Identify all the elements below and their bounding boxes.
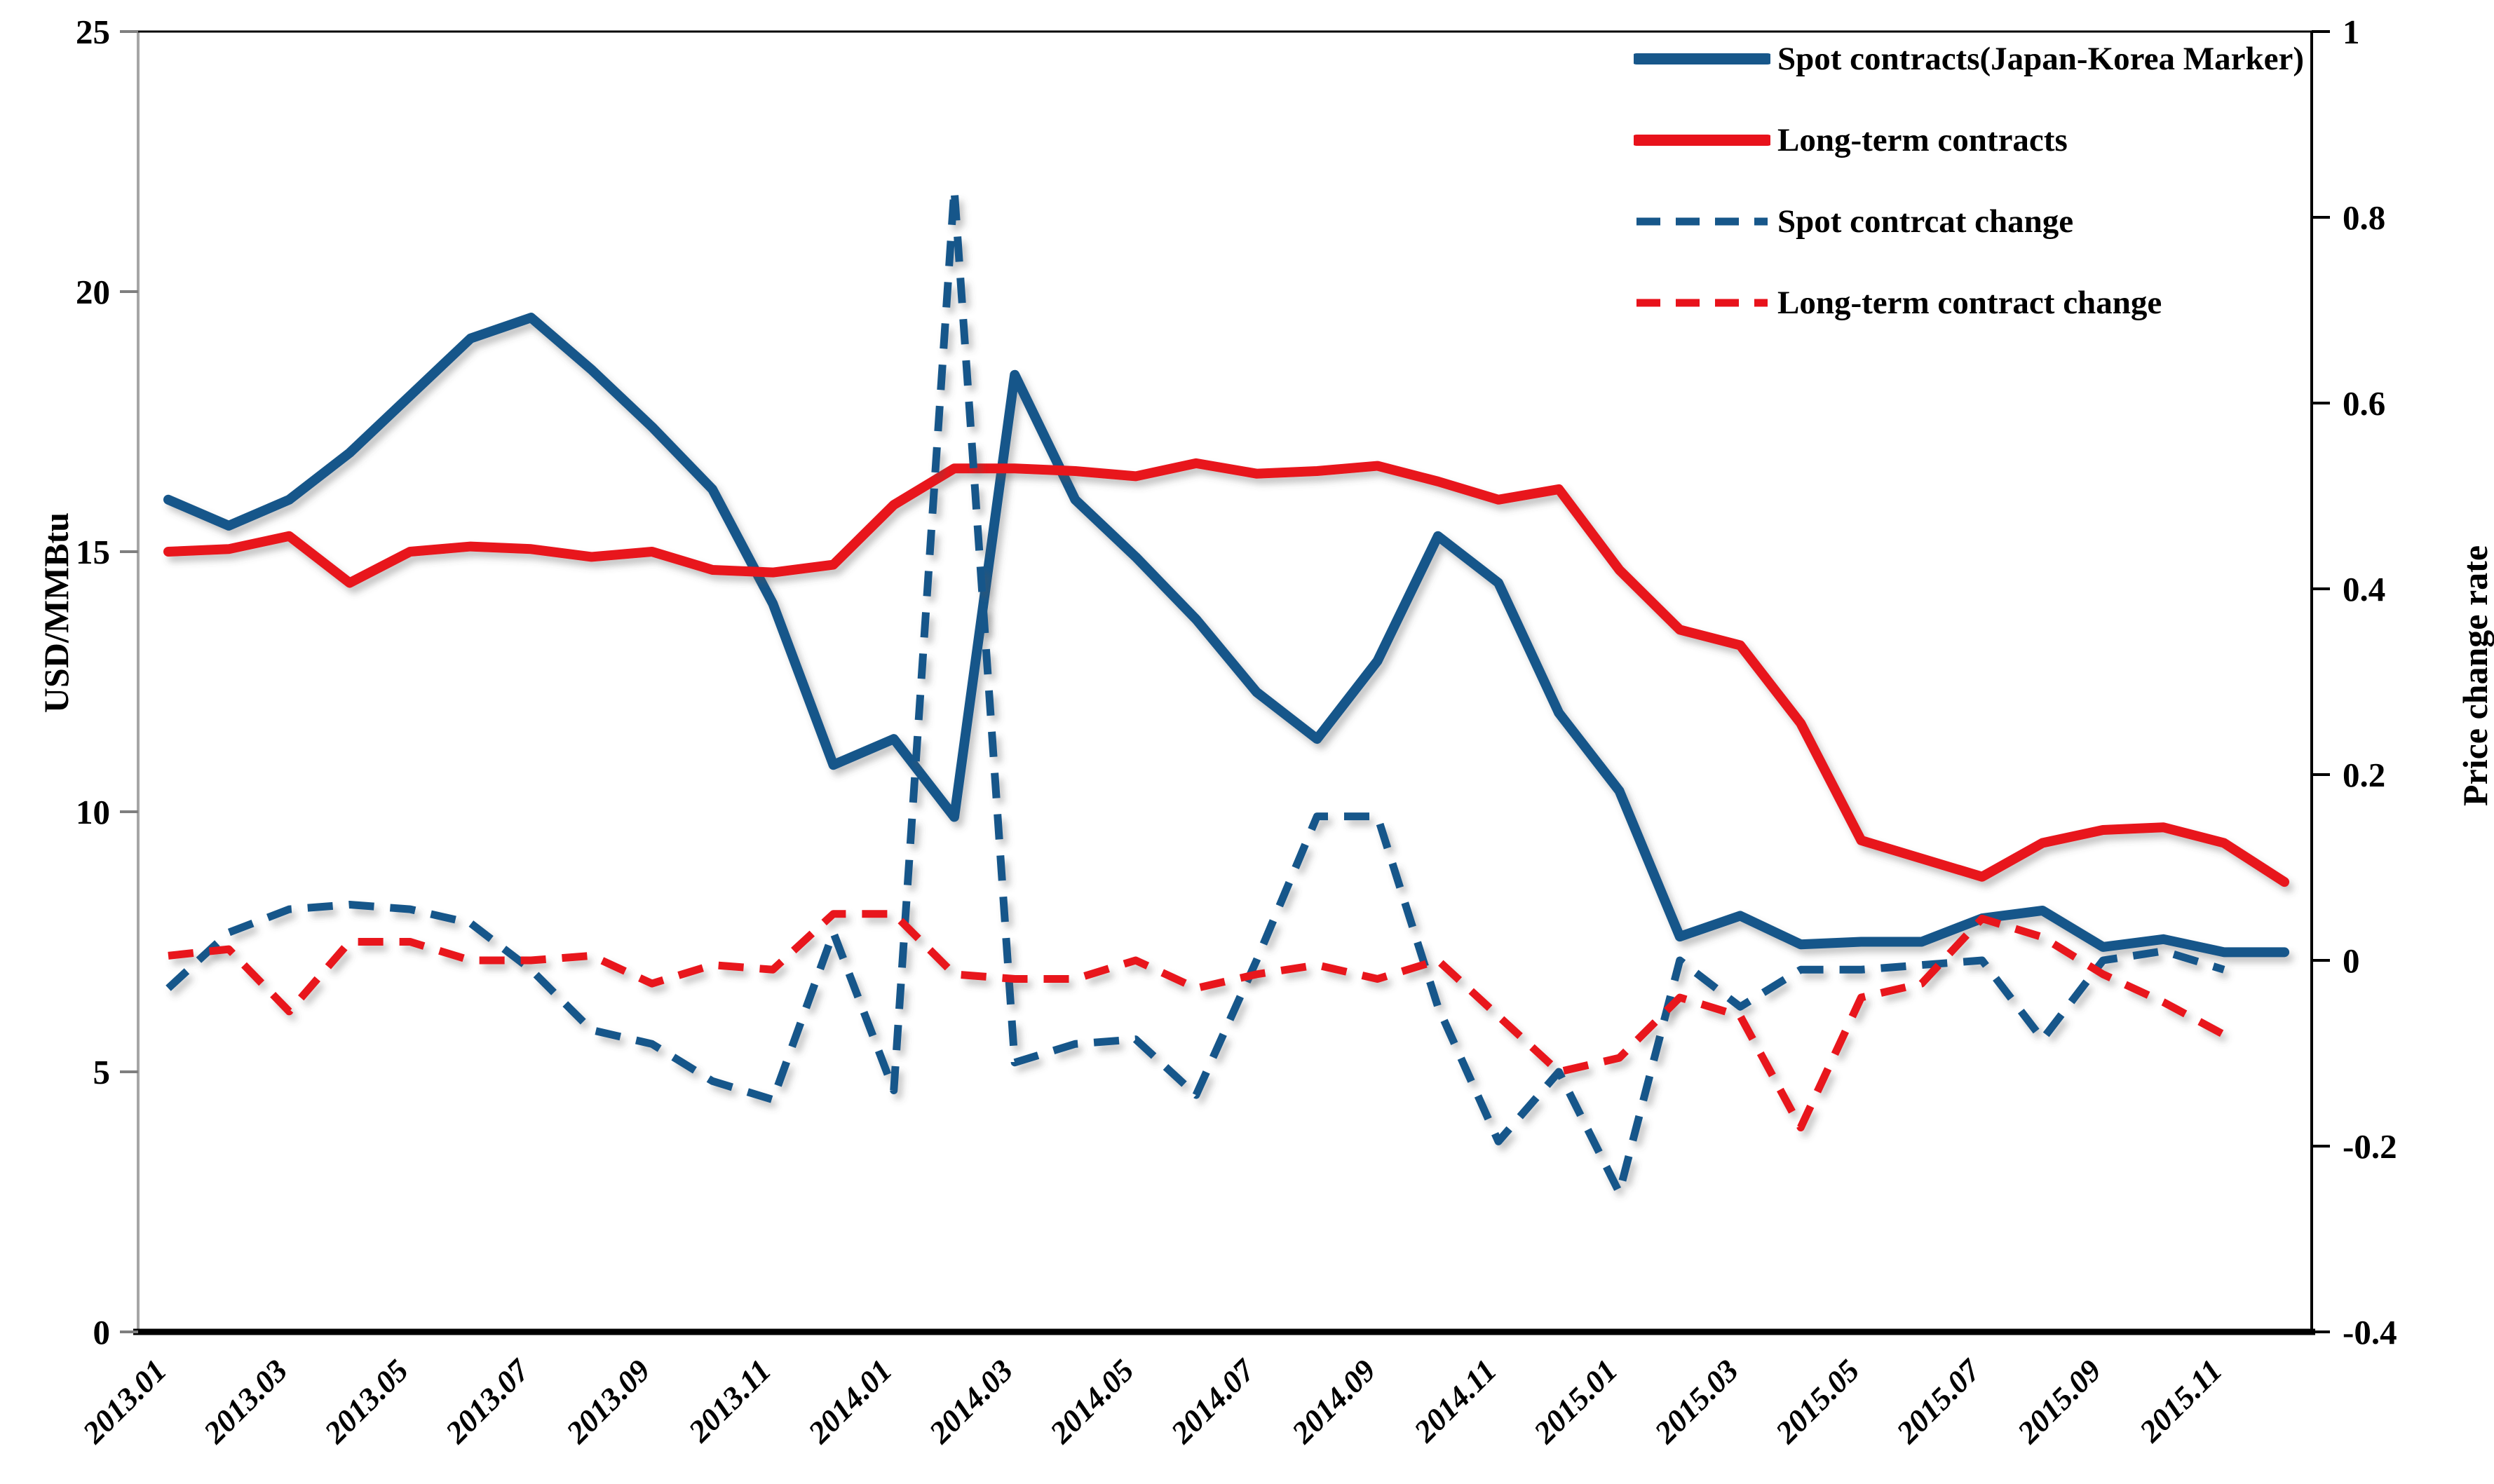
x-tick-label: 2013.05 <box>318 1353 415 1450</box>
left-tick-label: 25 <box>76 13 110 51</box>
right-tick-label: 0.2 <box>2343 756 2385 794</box>
x-tick-label: 2014.05 <box>1043 1353 1140 1450</box>
x-tick-label: 2014.01 <box>801 1353 898 1450</box>
x-tick-label: 2015.11 <box>2132 1353 2229 1450</box>
legend-item-label: Long-term contracts <box>1777 121 2068 158</box>
x-tick-label: 2014.11 <box>1407 1353 1503 1450</box>
left-tick-label: 0 <box>93 1313 111 1352</box>
legend-item-label: Spot contrcat change <box>1777 203 2074 240</box>
legend-item: Long-term contracts <box>1634 122 2304 158</box>
right-tick-label: -0.4 <box>2343 1313 2397 1352</box>
x-tick-label: 2014.09 <box>1285 1353 1382 1450</box>
x-tick-label: 2013.09 <box>559 1353 656 1450</box>
x-tick-label: 2014.03 <box>922 1353 1019 1450</box>
x-tick-label: 2015.07 <box>1889 1352 1988 1451</box>
series-line-0 <box>163 313 2290 958</box>
left-tick-label: 15 <box>76 533 110 571</box>
left-tick-label: 10 <box>76 793 110 831</box>
x-tick-label: 2013.01 <box>76 1353 173 1450</box>
left-tick-label: 5 <box>93 1053 111 1091</box>
legend-item: Spot contrcat change <box>1634 203 2304 240</box>
legend-item: Long-term contract change <box>1634 285 2304 321</box>
left-axis-title: USD/MMBtu <box>36 512 76 714</box>
x-tick-label: 2013.03 <box>196 1353 294 1450</box>
series-line-1 <box>163 458 2290 887</box>
legend-line-sample <box>1636 299 1768 307</box>
series-line-3 <box>168 910 2226 1131</box>
x-tick-label: 2015.09 <box>2010 1353 2108 1450</box>
right-tick-label: 0.8 <box>2343 198 2385 237</box>
x-tick-label: 2015.03 <box>1648 1353 1745 1450</box>
series-line-2 <box>165 185 2225 1197</box>
legend-line-sample <box>1634 53 1770 64</box>
right-tick-label: -0.2 <box>2343 1127 2397 1166</box>
legend-item-label: Long-term contract change <box>1777 284 2162 321</box>
right-tick-label: 1 <box>2343 13 2360 51</box>
x-tick-label: 2013.11 <box>682 1353 778 1450</box>
x-tick-label: 2015.01 <box>1526 1353 1624 1450</box>
right-axis-title: Price change rate <box>2455 545 2494 807</box>
x-tick-label: 2013.07 <box>438 1352 537 1451</box>
legend-item-label: Spot contracts(Japan-Korea Marker) <box>1777 40 2304 77</box>
x-tick-label: 2014.07 <box>1164 1352 1263 1451</box>
legend-line-sample <box>1634 135 1770 146</box>
legend-item: Spot contracts(Japan-Korea Marker) <box>1634 41 2304 77</box>
legend: Spot contracts(Japan-Korea Marker) Long-… <box>1634 41 2304 321</box>
right-tick-label: 0 <box>2343 941 2360 980</box>
right-tick-label: 0.4 <box>2343 570 2385 608</box>
right-tick-label: 0.6 <box>2343 384 2385 423</box>
x-tick-label: 2015.05 <box>1768 1353 1866 1450</box>
legend-line-sample <box>1636 217 1768 226</box>
left-tick-label: 20 <box>76 273 110 311</box>
